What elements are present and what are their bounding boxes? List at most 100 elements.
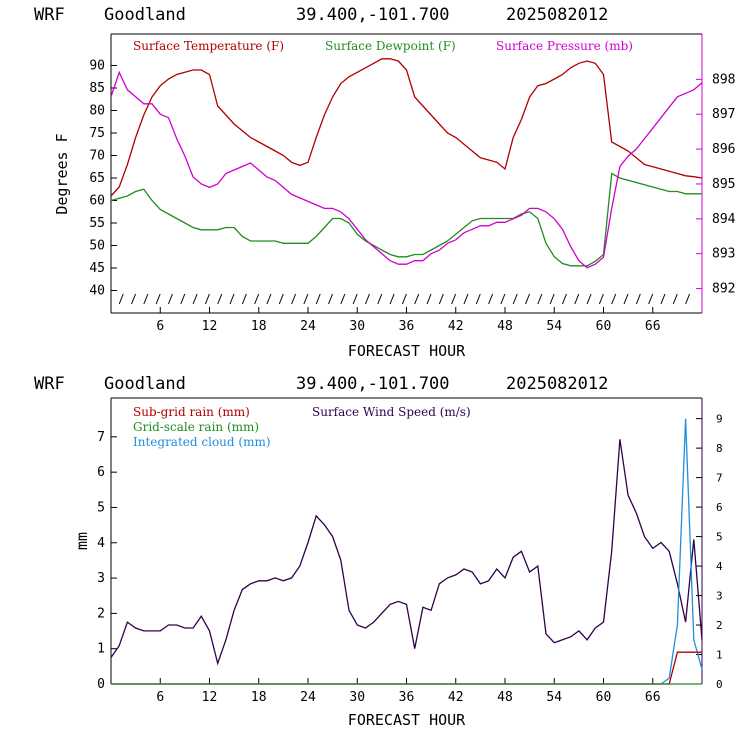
series-line-surface-wind-speed-m-s xyxy=(110,439,703,666)
header-run: 2025082012 xyxy=(506,374,608,394)
x-tick-label: 6 xyxy=(156,690,164,705)
wind-barb xyxy=(512,293,518,305)
wind-barb xyxy=(401,293,407,305)
wind-barb xyxy=(131,293,136,305)
wind-barb xyxy=(340,293,346,305)
wind-barb xyxy=(291,293,297,305)
y2-tick-label: 9 xyxy=(716,413,723,426)
y-tick-label: 70 xyxy=(89,149,105,164)
y2-tick-label: 2 xyxy=(716,619,723,632)
wind-barb xyxy=(180,293,186,305)
legend-entry: Surface Pressure (mb) xyxy=(496,39,633,53)
y2-tick-label: 896 xyxy=(712,142,735,157)
wind-barb xyxy=(463,293,469,305)
wind-barb xyxy=(167,293,173,305)
wind-barb xyxy=(549,293,555,305)
wind-barb xyxy=(500,293,506,305)
wind-barb xyxy=(648,293,654,305)
x-tick-label: 42 xyxy=(448,690,464,705)
y2-tick-label: 898 xyxy=(712,72,735,87)
series-line-surface-dewpoint-f xyxy=(110,172,702,267)
wind-barb xyxy=(414,293,420,305)
y2-tick-label: 893 xyxy=(712,247,735,262)
series-line-surface-pressure-mb xyxy=(110,70,703,269)
header-model: WRF xyxy=(34,374,65,394)
header-bottom: WRF Goodland 39.400,-101.700 2025082012 xyxy=(34,374,608,394)
y-tick-label: 6 xyxy=(97,465,105,480)
wind-barb xyxy=(475,293,481,305)
x-tick-label: 60 xyxy=(596,319,612,334)
header-model: WRF xyxy=(34,5,65,25)
x-tick-label: 24 xyxy=(300,319,316,334)
y-axis-label: mm xyxy=(73,532,91,550)
wind-barb xyxy=(352,293,358,305)
wind-barb xyxy=(574,293,580,305)
header-site: Goodland xyxy=(104,374,186,394)
wind-barb xyxy=(118,293,124,305)
wind-barb xyxy=(303,293,309,305)
wind-barb xyxy=(525,293,530,305)
x-tick-label: 36 xyxy=(399,690,415,705)
wind-barb xyxy=(561,293,567,305)
wind-barb xyxy=(192,293,198,305)
x-axis-label: FORECAST HOUR xyxy=(348,711,466,729)
wind-barb xyxy=(537,293,543,305)
x-tick-label: 18 xyxy=(251,319,267,334)
y2-tick-label: 895 xyxy=(712,177,735,192)
wind-barb xyxy=(377,293,383,305)
wind-barb xyxy=(660,293,666,305)
y2-tick-label: 894 xyxy=(712,212,736,227)
x-tick-label: 54 xyxy=(546,690,562,705)
y-tick-label: 80 xyxy=(89,104,105,119)
x-tick-label: 48 xyxy=(497,690,513,705)
y2-tick-label: 7 xyxy=(716,472,723,485)
temperature-pressure-chart: 6 12 18 24 30 36 42 48 54 60 66 FORECAST HOUR 40 45 50… xyxy=(53,33,736,360)
y-tick-label: 7 xyxy=(97,430,105,445)
y-tick-label: 85 xyxy=(89,81,105,96)
y-tick-label: 3 xyxy=(97,571,105,586)
header-top: WRF Goodland 39.400,-101.700 2025082012 xyxy=(34,5,608,25)
wind-barb xyxy=(315,293,321,305)
y-tick-label: 0 xyxy=(97,677,105,692)
wind-barb xyxy=(328,293,333,305)
legend-entry: Grid-scale rain (mm) xyxy=(133,420,259,434)
legend-entry: Sub-grid rain (mm) xyxy=(133,405,250,419)
y-tick-label: 90 xyxy=(89,59,105,74)
legend-entry: Integrated cloud (mm) xyxy=(133,435,271,449)
y-tick-label: 5 xyxy=(97,500,105,515)
legend-entry: Surface Dewpoint (F) xyxy=(325,39,456,53)
wind-barb xyxy=(155,293,161,305)
y2-tick-label: 3 xyxy=(716,590,723,603)
x-tick-label: 12 xyxy=(202,690,218,705)
wind-barb xyxy=(623,293,629,305)
wind-barb xyxy=(204,293,210,305)
x-tick-label: 66 xyxy=(645,690,661,705)
y2-tick-label: 897 xyxy=(712,107,735,122)
header-run: 2025082012 xyxy=(506,5,608,25)
wind-barb xyxy=(451,293,457,305)
legend-entry: Surface Wind Speed (m/s) xyxy=(312,405,471,419)
wind-barb xyxy=(229,293,235,305)
y2-tick-label: 6 xyxy=(716,501,723,514)
header-coords: 39.400,-101.700 xyxy=(296,5,450,25)
x-tick-label: 24 xyxy=(300,690,316,705)
x-tick-label: 30 xyxy=(349,690,365,705)
y-tick-label: 65 xyxy=(89,171,105,186)
y-tick-label: 2 xyxy=(97,606,105,621)
header-coords: 39.400,-101.700 xyxy=(296,374,450,394)
wind-barb xyxy=(364,293,370,305)
x-tick-label: 12 xyxy=(202,319,218,334)
wind-barb xyxy=(426,293,432,305)
wind-barb xyxy=(672,293,678,305)
wind-barb xyxy=(635,293,641,305)
x-tick-label: 6 xyxy=(156,319,164,334)
wind-barb xyxy=(143,293,149,305)
x-tick-label: 42 xyxy=(448,319,464,334)
y-tick-label: 1 xyxy=(97,642,105,657)
wind-barb xyxy=(266,293,272,305)
y-tick-label: 75 xyxy=(89,126,105,141)
y2-tick-label: 5 xyxy=(716,531,723,544)
wind-barb xyxy=(217,293,223,305)
